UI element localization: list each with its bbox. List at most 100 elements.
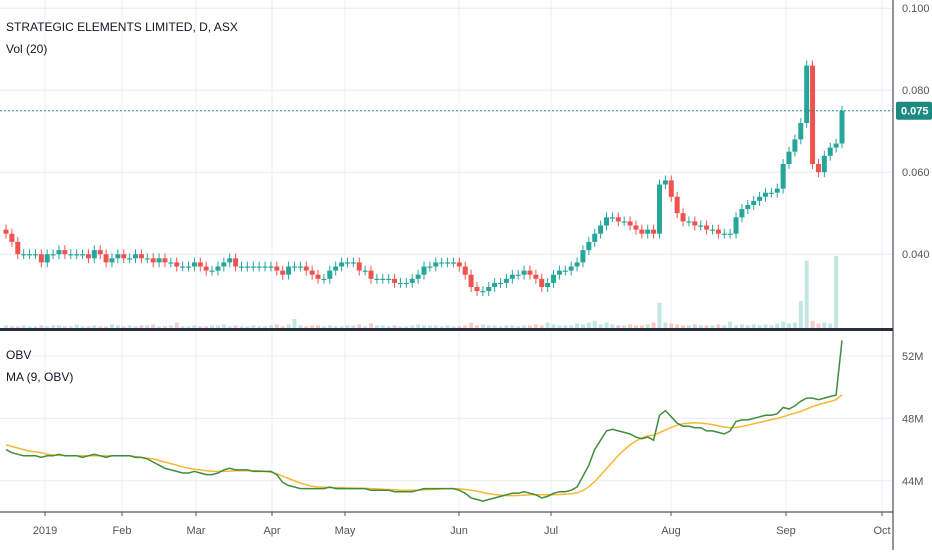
candle-body <box>827 147 833 156</box>
volume-bar <box>374 325 379 328</box>
candle-body <box>592 233 598 242</box>
candle-body <box>9 233 15 242</box>
candle-body <box>85 254 91 259</box>
volume-bar <box>739 324 744 328</box>
candle <box>515 269 521 280</box>
candle <box>27 249 33 260</box>
volume-bar <box>239 326 244 328</box>
candle <box>498 277 504 288</box>
time-tick-label: Aug <box>661 525 681 537</box>
candle <box>44 249 50 268</box>
volume-bar <box>763 324 768 328</box>
volume-indicator-label: Vol (20) <box>6 42 48 56</box>
last-price-tag <box>896 101 932 120</box>
candle <box>686 216 692 227</box>
candle-body <box>804 65 810 123</box>
volume-bar <box>339 326 344 328</box>
candle <box>539 273 545 292</box>
volume-bar <box>657 302 662 328</box>
candle <box>32 249 38 260</box>
volume-bar <box>810 320 815 328</box>
volume-bar <box>422 325 426 328</box>
candle-body <box>792 139 798 152</box>
volume-bar <box>828 323 833 328</box>
candle-body <box>238 266 244 268</box>
candle-body <box>433 262 439 267</box>
volume-bar <box>787 323 792 328</box>
volume-bar <box>357 324 362 328</box>
candle-body <box>56 250 62 255</box>
volume-bar <box>151 324 156 328</box>
candle <box>227 253 233 268</box>
candle <box>445 257 451 268</box>
candle-body <box>468 274 474 287</box>
volume-bar <box>192 325 197 328</box>
candle <box>327 265 333 284</box>
volume-bar <box>109 324 114 328</box>
candle-body <box>709 229 715 231</box>
candle <box>368 265 374 284</box>
candle <box>221 257 227 272</box>
candle <box>421 261 427 280</box>
candle <box>156 253 162 268</box>
volume-bar <box>80 326 85 328</box>
candle <box>651 224 657 239</box>
candle-body <box>686 221 692 223</box>
candle-body <box>815 164 821 173</box>
candle-body <box>321 278 327 280</box>
time-tick-label: Jul <box>544 525 558 537</box>
candle-body <box>68 254 74 256</box>
volume-bar <box>86 326 91 328</box>
candle-body <box>545 282 551 287</box>
candle-body <box>109 258 115 263</box>
candle-body <box>392 278 398 283</box>
candle <box>574 257 580 272</box>
candle-body <box>303 266 309 271</box>
volume-bar <box>533 324 538 328</box>
candle-body <box>339 262 345 267</box>
candle-body <box>215 266 221 271</box>
candle <box>609 212 615 223</box>
candle-body <box>256 266 262 268</box>
candle-body <box>651 229 657 234</box>
candle <box>62 245 68 260</box>
volume-bar <box>292 319 297 328</box>
volume-bar <box>663 322 668 328</box>
volume-bar <box>227 326 232 328</box>
candle <box>415 269 421 284</box>
candle <box>309 265 315 280</box>
candle <box>786 146 792 169</box>
candle-body <box>498 282 504 285</box>
candle <box>527 265 533 280</box>
candle <box>174 257 180 272</box>
candle-body <box>486 287 492 292</box>
candle <box>85 249 91 264</box>
candle-body <box>733 217 739 234</box>
candle-body <box>833 143 839 148</box>
candle-body <box>144 258 150 260</box>
candle-body <box>121 254 127 259</box>
candle <box>268 261 274 272</box>
volume-bar <box>775 323 780 328</box>
candle <box>186 261 192 272</box>
candle-body <box>262 266 268 268</box>
volume-bar <box>781 321 786 328</box>
candle-body <box>409 278 415 283</box>
time-tick-label: Oct <box>873 525 890 537</box>
candle-body <box>162 258 168 263</box>
candle-body <box>103 254 109 263</box>
volume-bar <box>527 325 532 328</box>
volume-bar <box>168 325 173 328</box>
volume-bar <box>174 322 179 328</box>
candle-body <box>757 196 763 201</box>
candle <box>56 245 62 260</box>
volume-bar <box>433 325 438 328</box>
candle <box>21 249 27 260</box>
candle-body <box>715 229 721 234</box>
volume-bar <box>133 326 138 328</box>
volume-bar <box>480 324 485 328</box>
candle <box>209 265 215 276</box>
volume-bar <box>74 324 79 328</box>
candle-body <box>662 180 668 185</box>
